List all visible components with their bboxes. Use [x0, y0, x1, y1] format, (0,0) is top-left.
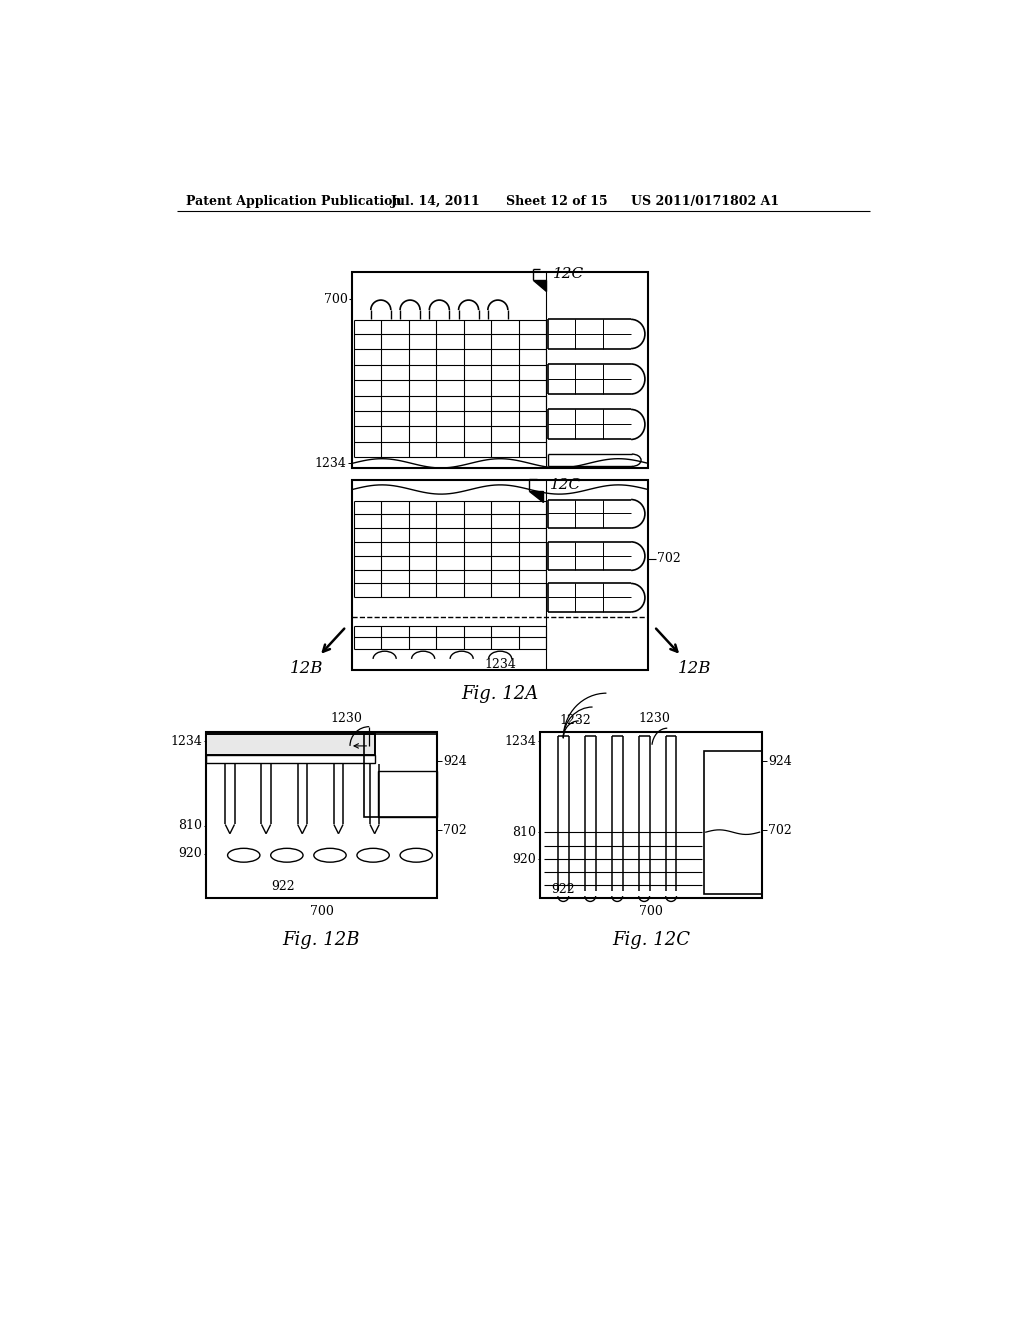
- Bar: [206, 734, 376, 755]
- Bar: [705, 751, 762, 894]
- Text: US 2011/0171802 A1: US 2011/0171802 A1: [631, 195, 779, 209]
- Bar: [364, 734, 437, 817]
- Text: 922: 922: [552, 883, 575, 896]
- Text: 924: 924: [768, 755, 792, 768]
- Ellipse shape: [227, 849, 260, 862]
- Text: 700: 700: [639, 906, 663, 917]
- Text: 1234: 1234: [170, 735, 202, 748]
- Text: Fig. 12A: Fig. 12A: [462, 685, 539, 702]
- Bar: [206, 734, 376, 755]
- Text: 1234: 1234: [505, 735, 537, 748]
- Text: 1230: 1230: [330, 711, 362, 725]
- Bar: [206, 733, 437, 898]
- Text: 12B: 12B: [290, 660, 323, 677]
- Text: 700: 700: [324, 293, 348, 306]
- Text: Fig. 12B: Fig. 12B: [283, 931, 360, 949]
- Text: 700: 700: [309, 906, 334, 917]
- Text: Jul. 14, 2011: Jul. 14, 2011: [391, 195, 480, 209]
- Bar: [206, 755, 376, 763]
- Text: 1230: 1230: [638, 711, 670, 725]
- Text: 1232: 1232: [559, 714, 591, 727]
- Bar: [378, 771, 437, 817]
- Ellipse shape: [400, 849, 432, 862]
- Ellipse shape: [270, 849, 303, 862]
- Ellipse shape: [357, 849, 389, 862]
- Text: 12C: 12C: [550, 478, 581, 492]
- Text: 702: 702: [657, 552, 681, 565]
- Bar: [352, 272, 648, 469]
- Text: 12C: 12C: [553, 267, 584, 281]
- Text: Sheet 12 of 15: Sheet 12 of 15: [506, 195, 608, 209]
- Text: 1234: 1234: [484, 657, 517, 671]
- Text: Patent Application Publication: Patent Application Publication: [186, 195, 401, 209]
- Ellipse shape: [313, 849, 346, 862]
- Text: 810: 810: [178, 820, 202, 833]
- Polygon shape: [529, 491, 544, 502]
- Text: Fig. 12C: Fig. 12C: [612, 931, 690, 949]
- Text: 920: 920: [513, 853, 537, 866]
- Text: 920: 920: [178, 847, 202, 861]
- Text: 924: 924: [443, 755, 467, 768]
- Text: 1234: 1234: [314, 457, 346, 470]
- Text: 702: 702: [443, 824, 467, 837]
- Bar: [541, 733, 762, 898]
- Text: 702: 702: [768, 824, 792, 837]
- Bar: [352, 480, 648, 671]
- Text: 12B: 12B: [678, 660, 711, 677]
- Text: 922: 922: [271, 879, 295, 892]
- Polygon shape: [532, 280, 547, 290]
- Text: 810: 810: [512, 825, 537, 838]
